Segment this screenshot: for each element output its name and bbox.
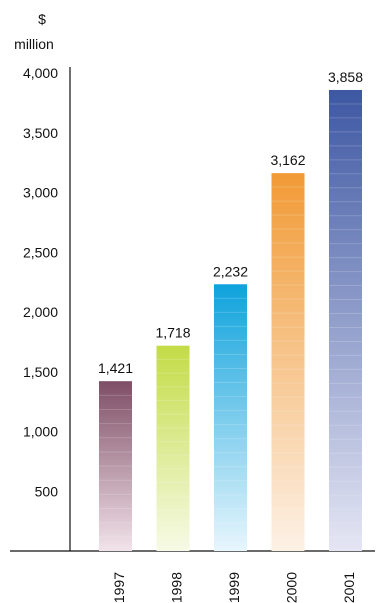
- y-tick-label: 3,500: [23, 125, 58, 141]
- y-tick-label: 1,000: [23, 424, 58, 440]
- bar-1997: [99, 381, 132, 551]
- y-tick-label: 500: [35, 483, 59, 499]
- y-tick-label: 2,500: [23, 244, 58, 260]
- bar-1998: [156, 345, 190, 551]
- value-label-1999: 2,232: [213, 263, 248, 279]
- value-label-1998: 1,718: [155, 325, 190, 341]
- bar-2000: [271, 173, 305, 552]
- unit-label-currency: $: [38, 11, 46, 27]
- y-tick-label: 2,000: [23, 304, 58, 320]
- bar-2001: [329, 89, 362, 552]
- y-tick-label: 1,500: [23, 364, 58, 380]
- y-tick-label: 3,000: [23, 185, 58, 201]
- value-labels-group: 1,421 1,718 2,232 3,162 3,858: [98, 69, 363, 376]
- x-label-1998: 1998: [169, 572, 185, 603]
- value-label-2000: 3,162: [270, 152, 305, 168]
- y-axis-ticks: 500 1,000 1,500 2,000 2,500 3,000 3,500 4,000: [23, 65, 58, 499]
- bars-group: [99, 89, 362, 552]
- x-label-1997: 1997: [111, 572, 127, 603]
- value-label-2001: 3,858: [328, 69, 363, 85]
- x-axis-labels: 1997 1998 1999 2000 2001: [111, 572, 357, 603]
- unit-label-scale: million: [14, 36, 54, 52]
- y-tick-label: 4,000: [23, 65, 58, 81]
- x-label-2001: 2001: [341, 572, 357, 603]
- bar-1999: [214, 284, 247, 551]
- value-label-1997: 1,421: [98, 360, 133, 376]
- x-label-2000: 2000: [284, 572, 300, 603]
- x-label-1999: 1999: [226, 572, 242, 603]
